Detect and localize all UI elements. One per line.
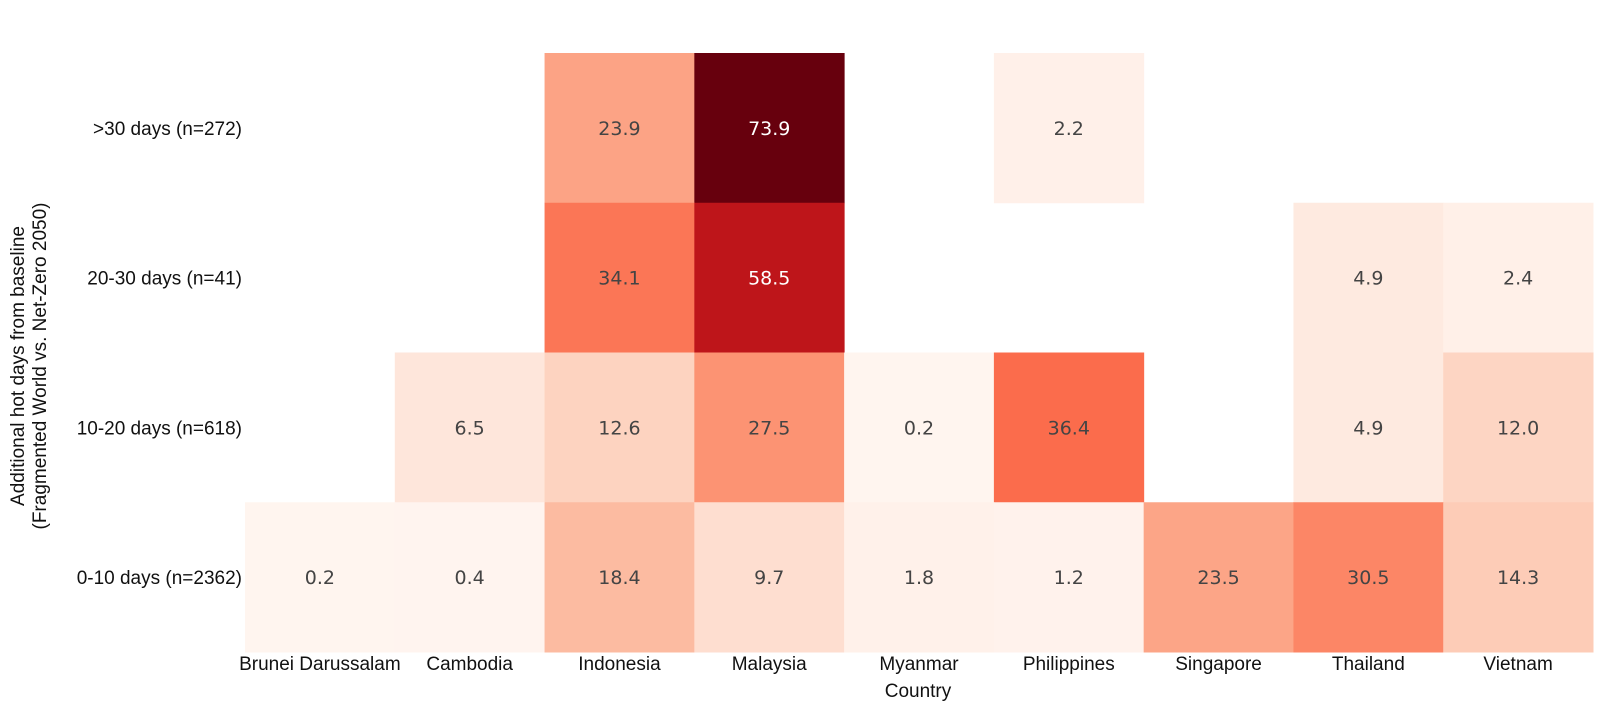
- y-axis-title: Additional hot days from baseline (Fragm…: [8, 203, 51, 530]
- heatmap-cell: [544, 352, 695, 503]
- heatmap-cell-label: 12.6: [598, 417, 640, 439]
- heatmap-cell-label: 1.8: [904, 567, 934, 589]
- heatmap-cell-label: 6.5: [455, 417, 485, 439]
- heatmap-cell: [394, 502, 546, 653]
- heatmap-cell-label: 2.4: [1503, 268, 1533, 290]
- heatmap-cell: [694, 502, 845, 653]
- heatmap-cell: [844, 502, 995, 653]
- x-tick-label: Vietnam: [1483, 654, 1552, 675]
- heatmap-cell: [544, 502, 695, 653]
- y-tick-labels: >30 days (n=272) 20-30 days (n=41) 10-20 d…: [77, 119, 242, 589]
- heatmap-cell: [993, 502, 1145, 653]
- heatmap-cell-label: 9.7: [754, 567, 784, 589]
- heatmap-cell: [1293, 352, 1444, 503]
- heatmap-cell-label: 18.4: [598, 567, 640, 589]
- heatmap-cell: [1443, 502, 1594, 653]
- heatmap-cell-label: 30.5: [1347, 567, 1389, 589]
- x-tick-label: Philippines: [1023, 654, 1115, 675]
- heatmap-cell: [1443, 202, 1594, 353]
- x-axis-title: Country: [885, 681, 952, 702]
- x-tick-label: Myanmar: [879, 654, 959, 675]
- heatmap-cell: [993, 352, 1145, 503]
- x-tick-label: Singapore: [1175, 654, 1262, 675]
- heatmap-cell: [694, 53, 845, 204]
- heatmap-cells: 23.9 73.9 2.2 34.1 58.5 4.9 2.4 6.5 12.6 27.5 0.2 3…: [245, 53, 1594, 653]
- heatmap-cell: [1293, 202, 1444, 353]
- x-tick-label: Indonesia: [578, 654, 661, 675]
- y-tick-label: >30 days (n=272): [93, 119, 242, 140]
- heatmap-cell: [394, 352, 546, 503]
- heatmap-cell: [1143, 502, 1294, 653]
- heatmap-cell-label: 4.9: [1353, 268, 1383, 290]
- heatmap-cell: [694, 352, 845, 503]
- heatmap-cell: [694, 202, 845, 353]
- heatmap-cell-label: 0.4: [455, 567, 485, 589]
- y-tick-label: 0-10 days (n=2362): [77, 568, 242, 589]
- x-tick-label: Malaysia: [732, 654, 807, 675]
- x-tick-label: Brunei Darussalam: [239, 654, 401, 675]
- heatmap-cell-label: 12.0: [1497, 417, 1539, 439]
- x-tick-label: Thailand: [1332, 654, 1405, 675]
- y-tick-label: 10-20 days (n=618): [77, 418, 242, 439]
- heatmap-cell-label: 36.4: [1048, 417, 1090, 439]
- heatmap-cell-label: 73.9: [748, 118, 790, 140]
- heatmap-cell: [544, 53, 695, 204]
- heatmap-cell: [1443, 352, 1594, 503]
- heatmap-cell-label: 23.5: [1197, 567, 1239, 589]
- heatmap-cell: [1293, 502, 1444, 653]
- heatmap-cell: [245, 502, 396, 653]
- heatmap-cell-label: 23.9: [598, 118, 640, 140]
- x-tick-labels: Brunei Darussalam Cambodia Indonesia Malays…: [239, 654, 1553, 675]
- heatmap-cell: [844, 352, 995, 503]
- y-tick-label: 20-30 days (n=41): [87, 269, 242, 290]
- heatmap-cell-label: 0.2: [305, 567, 335, 589]
- x-tick-label: Cambodia: [426, 654, 513, 675]
- y-axis-title-line-2: (Fragmented World vs. Net-Zero 2050): [30, 203, 51, 530]
- heatmap-cell-label: 27.5: [748, 417, 790, 439]
- heatmap-cell: [544, 202, 695, 353]
- heatmap-cell-label: 34.1: [598, 268, 640, 290]
- heatmap-cell: [993, 53, 1145, 204]
- heatmap-cell-label: 14.3: [1497, 567, 1539, 589]
- heatmap-cell-label: 0.2: [904, 417, 934, 439]
- y-axis-title-line-1: Additional hot days from baseline: [8, 226, 29, 506]
- heatmap-cell-label: 2.2: [1054, 118, 1084, 140]
- heatmap-cell-label: 1.2: [1054, 567, 1084, 589]
- heatmap-cell-label: 58.5: [748, 268, 790, 290]
- heatmap-cell-label: 4.9: [1353, 417, 1383, 439]
